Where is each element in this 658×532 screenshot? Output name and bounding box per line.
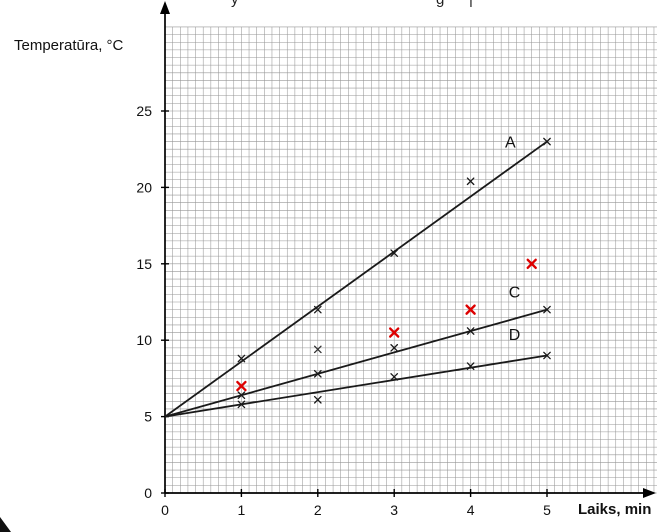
data-point-D — [237, 400, 246, 409]
y-tick-label: 5 — [144, 409, 152, 425]
cropped-text-row: y g | — [0, 0, 658, 10]
series-line-D — [164, 354, 548, 418]
page-crop-artifact — [0, 517, 11, 532]
stray-data-point — [313, 345, 322, 354]
y-tick-label: 20 — [136, 179, 152, 195]
y-tick-label: 25 — [136, 103, 152, 119]
series-line-A — [164, 140, 548, 418]
data-point-C — [466, 327, 475, 335]
y-tick-label: 10 — [136, 332, 152, 348]
x-tick-label: 3 — [390, 502, 398, 518]
cropped-text-fragment: g — [436, 0, 444, 8]
data-point-A — [543, 137, 551, 146]
data-point-C — [390, 343, 399, 352]
red-data-point — [526, 258, 537, 269]
series-line-C — [164, 308, 548, 418]
y-axis-arrow — [160, 1, 170, 14]
y-axis-title: Temperatūra, °C — [14, 37, 124, 54]
data-point-C — [237, 391, 246, 400]
data-point-A — [390, 249, 399, 257]
data-point-C — [543, 305, 551, 314]
data-point-D — [543, 351, 551, 360]
data-point-C — [313, 369, 322, 378]
y-tick-label: 15 — [136, 256, 152, 272]
data-point-A — [466, 177, 475, 186]
x-tick-label: 5 — [543, 502, 551, 518]
x-tick-label: 1 — [238, 502, 246, 518]
x-tick-label: 4 — [467, 502, 475, 518]
x-axis-arrow — [643, 488, 656, 498]
series-label-A: A — [505, 135, 516, 152]
x-tick-label: 0 — [161, 502, 169, 518]
red-data-point — [465, 304, 476, 315]
data-point-D — [466, 362, 475, 371]
data-point-D — [390, 373, 399, 381]
data-point-D — [313, 395, 322, 404]
x-axis-title: Laiks, min — [578, 501, 652, 518]
series-label-C: C — [509, 284, 521, 301]
red-data-point — [389, 327, 400, 338]
cropped-text-fragment: y — [231, 0, 239, 8]
data-point-A — [237, 354, 246, 363]
series-label-D: D — [509, 327, 521, 344]
x-tick-label: 2 — [314, 502, 322, 518]
cropped-text-fragment: | — [469, 0, 473, 8]
y-tick-label: 0 — [144, 485, 152, 501]
red-data-point — [236, 380, 247, 392]
data-point-A — [313, 305, 322, 314]
